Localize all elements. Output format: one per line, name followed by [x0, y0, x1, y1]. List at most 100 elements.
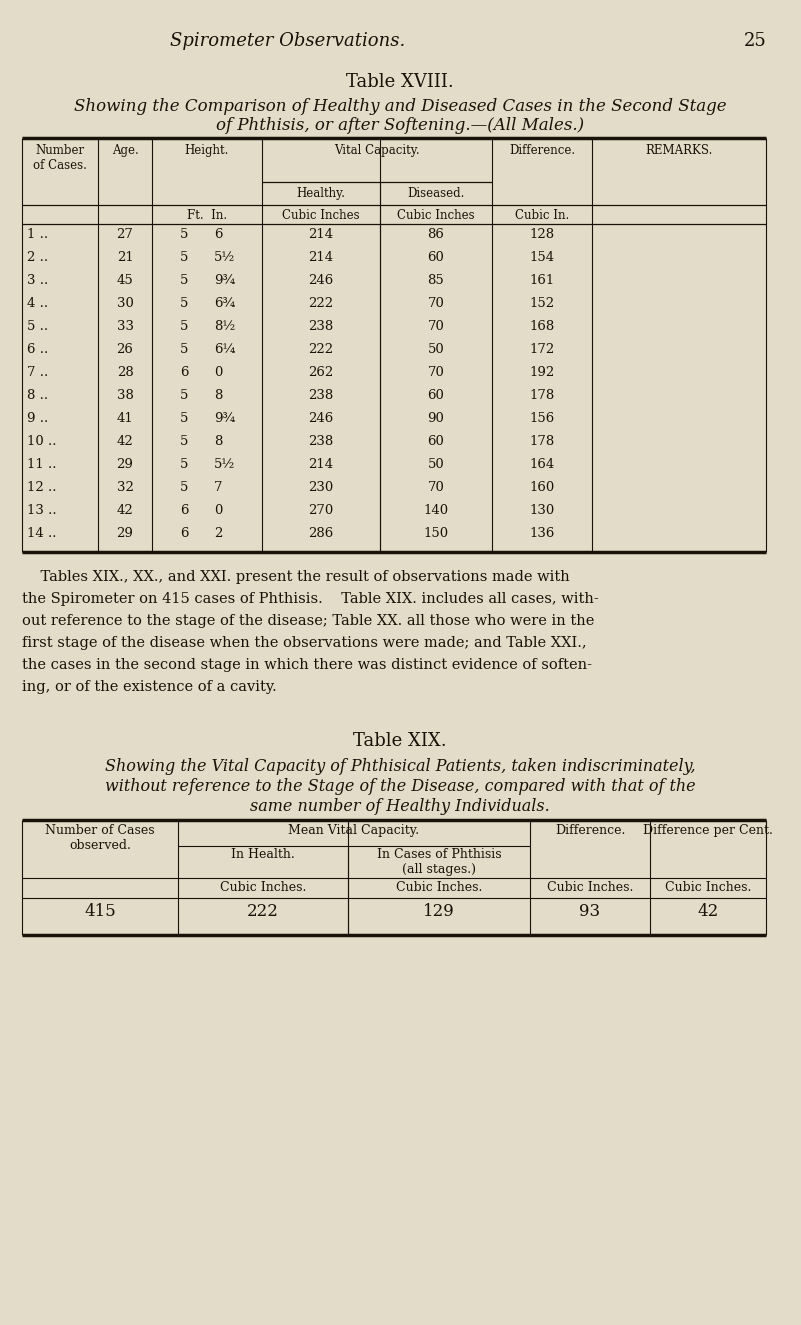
- Text: 90: 90: [428, 412, 445, 425]
- Text: 27: 27: [117, 228, 134, 241]
- Text: 246: 246: [308, 274, 334, 288]
- Text: 13 ..: 13 ..: [27, 504, 57, 517]
- Text: without reference to the Stage of the Disease, compared with that of the: without reference to the Stage of the Di…: [105, 778, 695, 795]
- Text: 25: 25: [743, 32, 767, 50]
- Text: 172: 172: [529, 343, 554, 356]
- Text: 5: 5: [179, 297, 188, 310]
- Text: 286: 286: [308, 527, 334, 541]
- Text: 50: 50: [428, 343, 445, 356]
- Text: 168: 168: [529, 321, 554, 333]
- Text: 3 ..: 3 ..: [27, 274, 48, 288]
- Text: 26: 26: [117, 343, 134, 356]
- Text: 246: 246: [308, 412, 334, 425]
- Text: 5: 5: [179, 343, 188, 356]
- Text: 7 ..: 7 ..: [27, 366, 48, 379]
- Text: 5: 5: [179, 228, 188, 241]
- Text: 42: 42: [698, 904, 718, 920]
- Text: 38: 38: [117, 390, 134, 401]
- Text: 9 ..: 9 ..: [27, 412, 48, 425]
- Text: 42: 42: [117, 435, 134, 448]
- Text: 6: 6: [214, 228, 223, 241]
- Text: 70: 70: [428, 481, 445, 494]
- Text: 415: 415: [84, 904, 116, 920]
- Text: 6¾: 6¾: [214, 297, 235, 310]
- Text: In Health.: In Health.: [231, 848, 295, 861]
- Text: 29: 29: [117, 527, 134, 541]
- Text: 70: 70: [428, 321, 445, 333]
- Text: 152: 152: [529, 297, 554, 310]
- Text: 21: 21: [117, 250, 134, 264]
- Text: 160: 160: [529, 481, 554, 494]
- Text: 214: 214: [308, 250, 333, 264]
- Text: 0: 0: [214, 366, 223, 379]
- Text: 5: 5: [179, 435, 188, 448]
- Text: Healthy.: Healthy.: [296, 187, 345, 200]
- Text: Cubic Inches.: Cubic Inches.: [665, 881, 751, 894]
- Text: 5½: 5½: [214, 250, 235, 264]
- Text: 192: 192: [529, 366, 554, 379]
- Text: 6 ..: 6 ..: [27, 343, 48, 356]
- Text: 8: 8: [214, 390, 223, 401]
- Text: 28: 28: [117, 366, 134, 379]
- Text: 8½: 8½: [214, 321, 235, 333]
- Text: 270: 270: [308, 504, 334, 517]
- Text: 1 ..: 1 ..: [27, 228, 48, 241]
- Text: 33: 33: [116, 321, 134, 333]
- Text: 11 ..: 11 ..: [27, 458, 57, 470]
- Text: 262: 262: [308, 366, 334, 379]
- Text: Cubic Inches.: Cubic Inches.: [547, 881, 633, 894]
- Text: 30: 30: [117, 297, 134, 310]
- Text: Table XVIII.: Table XVIII.: [346, 73, 454, 91]
- Text: 93: 93: [579, 904, 601, 920]
- Text: 6: 6: [179, 527, 188, 541]
- Text: Number
of Cases.: Number of Cases.: [33, 144, 87, 172]
- Text: first stage of the disease when the observations were made; and Table XXI.,: first stage of the disease when the obse…: [22, 636, 586, 651]
- Text: Ft.  In.: Ft. In.: [187, 209, 227, 223]
- Text: Difference per Cent.: Difference per Cent.: [643, 824, 773, 837]
- Text: 129: 129: [423, 904, 455, 920]
- Text: 230: 230: [308, 481, 334, 494]
- Text: 29: 29: [117, 458, 134, 470]
- Text: 10 ..: 10 ..: [27, 435, 57, 448]
- Text: 5 ..: 5 ..: [27, 321, 48, 333]
- Text: 5: 5: [179, 481, 188, 494]
- Text: 130: 130: [529, 504, 554, 517]
- Text: Vital Capacity.: Vital Capacity.: [334, 144, 420, 156]
- Text: Cubic Inches.: Cubic Inches.: [219, 881, 306, 894]
- Text: 32: 32: [117, 481, 134, 494]
- Text: 214: 214: [308, 228, 333, 241]
- Text: 238: 238: [308, 390, 334, 401]
- Text: 238: 238: [308, 435, 334, 448]
- Text: 85: 85: [428, 274, 445, 288]
- Text: 70: 70: [428, 366, 445, 379]
- Text: 154: 154: [529, 250, 554, 264]
- Text: Difference.: Difference.: [509, 144, 575, 156]
- Text: Diseased.: Diseased.: [408, 187, 465, 200]
- Text: 9¾: 9¾: [214, 274, 235, 288]
- Text: 5: 5: [179, 412, 188, 425]
- Text: Spirometer Observations.: Spirometer Observations.: [170, 32, 405, 50]
- Text: 178: 178: [529, 435, 554, 448]
- Text: 7: 7: [214, 481, 223, 494]
- Text: Cubic Inches: Cubic Inches: [282, 209, 360, 223]
- Text: Difference.: Difference.: [555, 824, 626, 837]
- Text: Showing the Vital Capacity of Phthisical Patients, taken indiscriminately,: Showing the Vital Capacity of Phthisical…: [105, 758, 695, 775]
- Text: the Spirometer on 415 cases of Phthisis.    Table XIX. includes all cases, with-: the Spirometer on 415 cases of Phthisis.…: [22, 592, 599, 606]
- Text: 8 ..: 8 ..: [27, 390, 48, 401]
- Text: 60: 60: [428, 250, 445, 264]
- Text: 5: 5: [179, 390, 188, 401]
- Text: 5: 5: [179, 274, 188, 288]
- Text: 140: 140: [424, 504, 449, 517]
- Text: 222: 222: [308, 343, 333, 356]
- Text: 2: 2: [214, 527, 223, 541]
- Text: 70: 70: [428, 297, 445, 310]
- Text: of Phthisis, or after Softening.—(All Males.): of Phthisis, or after Softening.—(All Ma…: [216, 117, 584, 134]
- Text: 164: 164: [529, 458, 554, 470]
- Text: same number of Healthy Individuals.: same number of Healthy Individuals.: [250, 798, 549, 815]
- Text: REMARKS.: REMARKS.: [646, 144, 713, 156]
- Text: Showing the Comparison of Healthy and Diseased Cases in the Second Stage: Showing the Comparison of Healthy and Di…: [74, 98, 727, 115]
- Text: 6¼: 6¼: [214, 343, 235, 356]
- Text: 60: 60: [428, 435, 445, 448]
- Text: 136: 136: [529, 527, 554, 541]
- Text: 150: 150: [424, 527, 449, 541]
